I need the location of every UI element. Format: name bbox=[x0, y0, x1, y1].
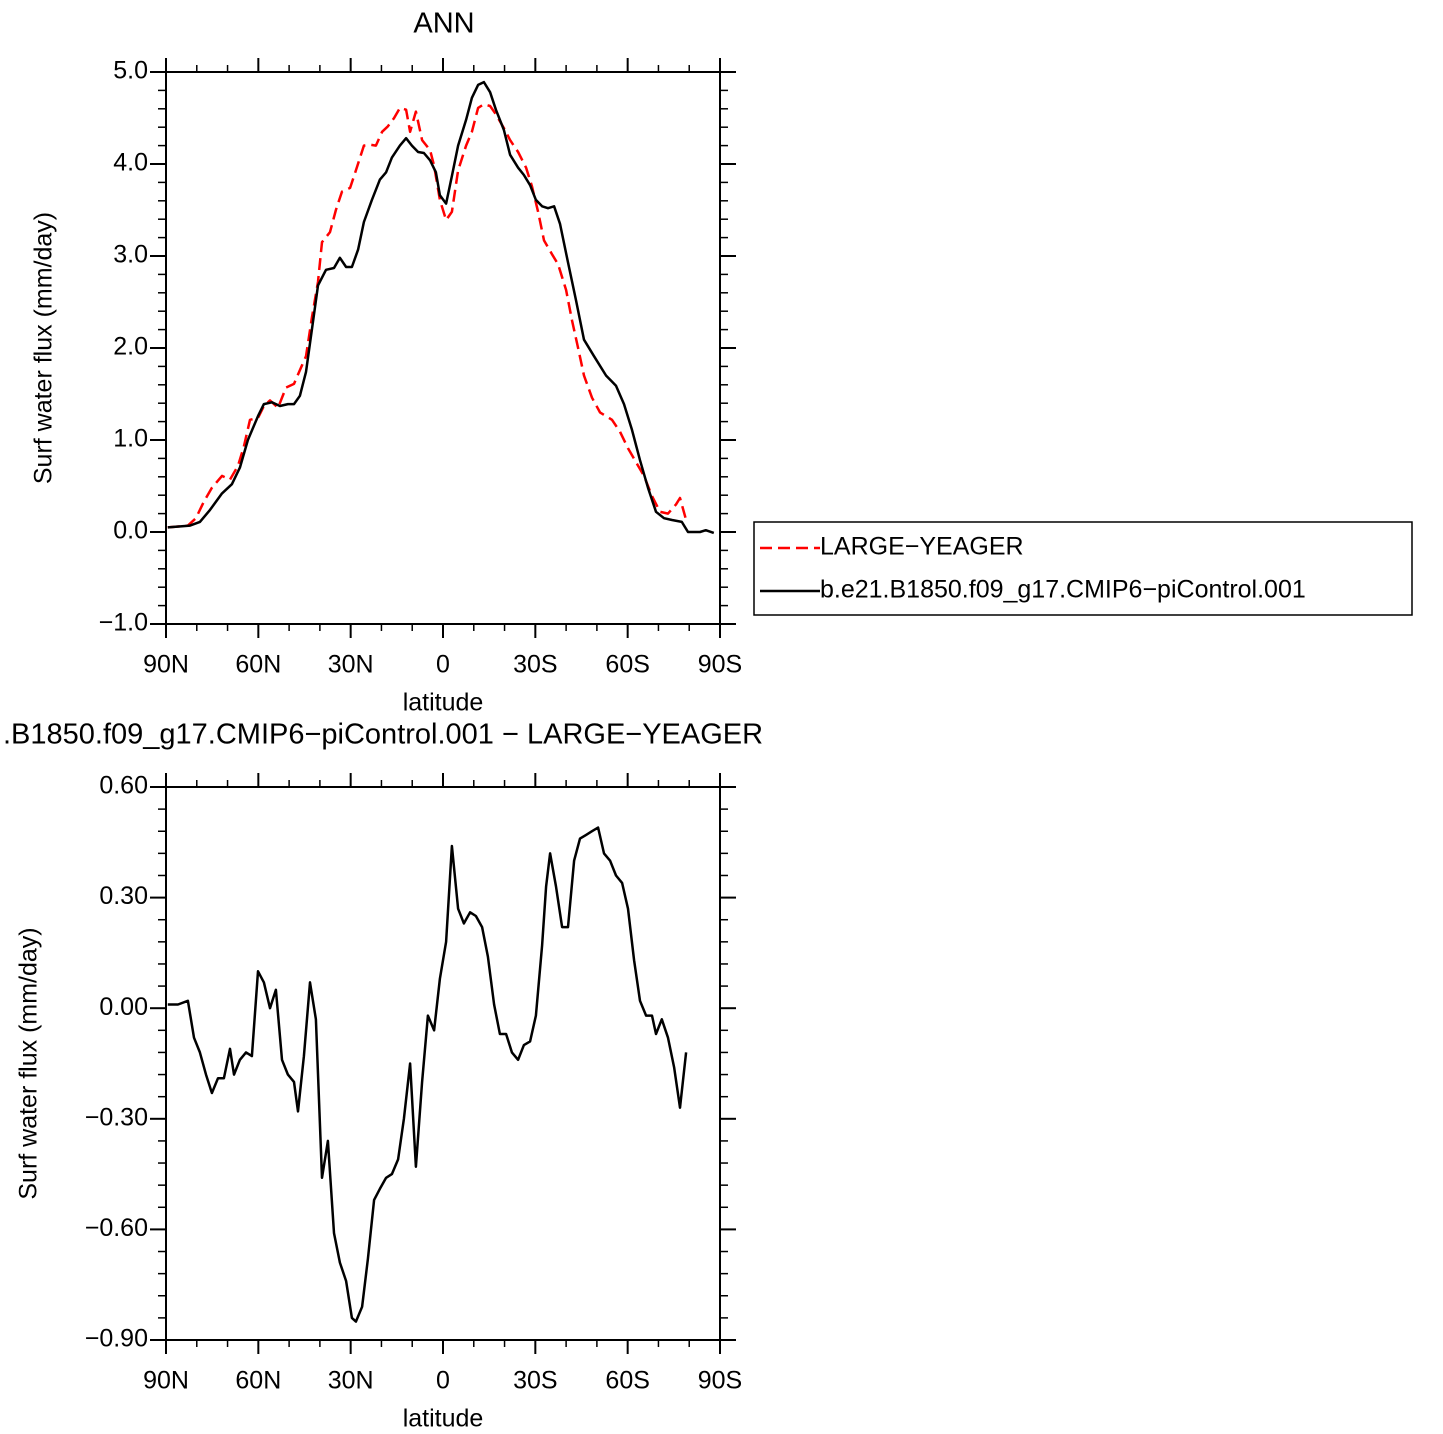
data-line bbox=[167, 80, 715, 535]
y-tick-label: 0.30 bbox=[99, 882, 148, 910]
legend-label: LARGE−YEAGER bbox=[820, 533, 1024, 561]
data-line bbox=[167, 826, 688, 1323]
y-tick-label: 4.0 bbox=[113, 149, 148, 177]
x-tick-label: 0 bbox=[436, 1367, 450, 1395]
x-axis-label: latitude bbox=[403, 1405, 484, 1433]
x-tick-label: 30S bbox=[513, 1367, 557, 1395]
y-tick-label: 1.0 bbox=[113, 425, 148, 453]
legend-label: b.e21.B1850.f09_g17.CMIP6−piControl.001 bbox=[820, 576, 1306, 604]
x-tick-label: 60S bbox=[605, 651, 649, 679]
plot-frame bbox=[165, 71, 721, 625]
y-tick-label: −1.0 bbox=[99, 609, 148, 637]
x-tick-label: 90N bbox=[143, 1367, 189, 1395]
y-tick-label: 0.00 bbox=[99, 993, 148, 1021]
x-tick-label: 30N bbox=[328, 651, 374, 679]
data-line bbox=[167, 102, 688, 529]
x-tick-label: 90S bbox=[698, 1367, 742, 1395]
x-tick-label: 90S bbox=[698, 651, 742, 679]
x-axis-label: latitude bbox=[403, 689, 484, 717]
y-tick-label: −0.60 bbox=[85, 1214, 148, 1242]
y-tick-label: −0.30 bbox=[85, 1103, 148, 1131]
chart-title: .B1850.f09_g17.CMIP6−piControl.001 − LAR… bbox=[3, 719, 763, 751]
y-tick-label: 3.0 bbox=[113, 241, 148, 269]
y-axis-label: Surf water flux (mm/day) bbox=[15, 927, 43, 1199]
x-tick-label: 60N bbox=[235, 1367, 281, 1395]
x-tick-label: 30S bbox=[513, 651, 557, 679]
x-tick-label: 0 bbox=[436, 651, 450, 679]
x-tick-label: 30N bbox=[328, 1367, 374, 1395]
y-tick-label: 5.0 bbox=[113, 57, 148, 85]
y-tick-label: 0.60 bbox=[99, 772, 148, 800]
legend-box bbox=[753, 521, 1413, 616]
y-tick-label: −0.90 bbox=[85, 1325, 148, 1353]
plot-frame bbox=[165, 786, 721, 1341]
x-tick-label: 60N bbox=[235, 651, 281, 679]
y-tick-label: 2.0 bbox=[113, 333, 148, 361]
y-tick-label: 0.0 bbox=[113, 517, 148, 545]
chart-title: ANN bbox=[413, 8, 474, 40]
x-tick-label: 60S bbox=[605, 1367, 649, 1395]
y-axis-label: Surf water flux (mm/day) bbox=[30, 212, 58, 484]
x-tick-label: 90N bbox=[143, 651, 189, 679]
